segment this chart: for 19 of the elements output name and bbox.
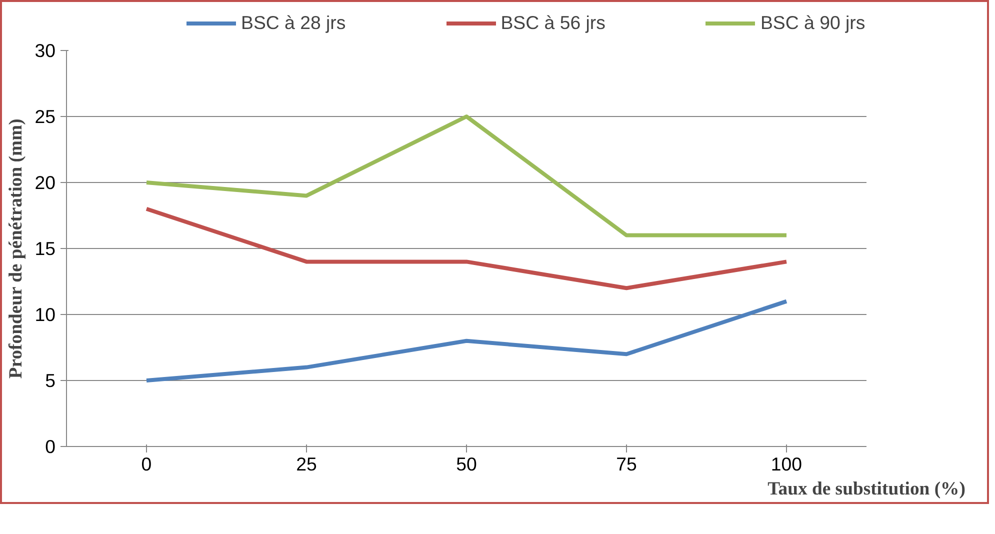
- y-tick-label: 10: [34, 304, 56, 325]
- x-tick-label: 50: [456, 454, 477, 474]
- y-tick-label: 30: [34, 40, 56, 61]
- x-tick-label: 100: [770, 454, 802, 474]
- legend-label: BSC à 56 jrs: [500, 12, 606, 34]
- y-tick-label: 20: [34, 172, 56, 193]
- x-axis-title: Taux de substitution (%): [768, 478, 966, 500]
- legend-label: BSC à 90 jrs: [760, 12, 866, 34]
- y-axis-title: Profondeur de pénétration (mm): [6, 118, 27, 379]
- y-tick-label: 15: [34, 238, 56, 259]
- y-tick-label: 5: [45, 370, 56, 391]
- legend-label: BSC à 28 jrs: [241, 12, 346, 34]
- x-tick-label: 25: [296, 454, 317, 474]
- x-tick-label: 75: [616, 454, 637, 474]
- y-tick-label: 0: [45, 436, 56, 457]
- line-series: [144, 114, 788, 238]
- line-series: [144, 299, 788, 382]
- x-tick-label: 0: [141, 454, 152, 474]
- y-tick-label: 25: [34, 106, 56, 127]
